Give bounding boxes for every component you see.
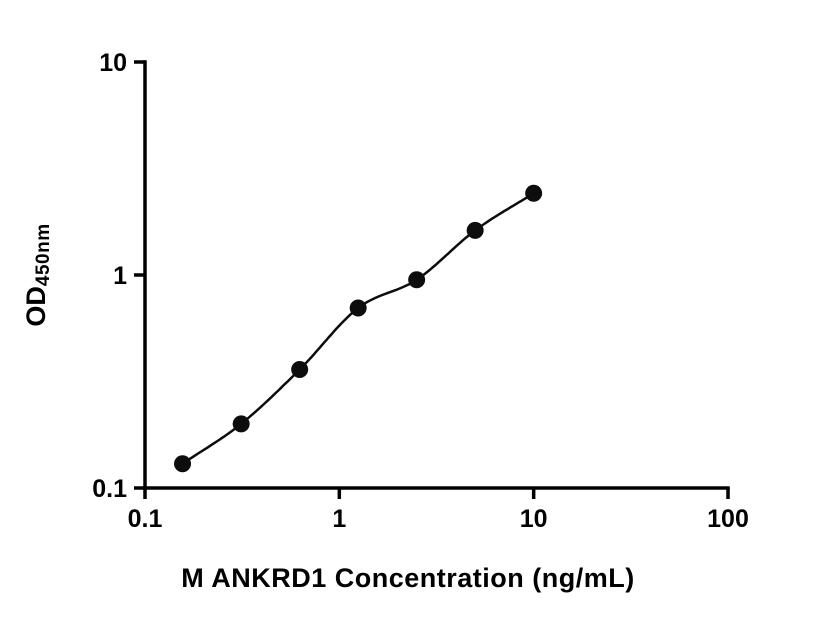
x-axis-tick-label: 100 <box>707 505 749 533</box>
data-point <box>291 361 309 379</box>
x-axis-tick-label: 1 <box>332 505 346 533</box>
data-point <box>174 455 192 473</box>
x-axis-tick-label: 0.1 <box>128 505 163 533</box>
data-point <box>466 221 484 239</box>
y-axis-tick-label: 10 <box>99 49 127 77</box>
data-point <box>408 271 426 289</box>
y-axis-tick-label: 0.1 <box>92 475 127 503</box>
data-point <box>232 415 250 433</box>
x-axis-tick-label: 10 <box>520 505 548 533</box>
data-point <box>525 184 543 202</box>
y-axis-title-main: OD <box>21 286 51 327</box>
x-axis-title: M ANKRD1 Concentration (ng/mL) <box>181 563 635 593</box>
y-axis-title-subscript: 450nm <box>33 223 54 287</box>
y-axis-tick-label: 1 <box>113 262 127 290</box>
data-point <box>349 299 367 317</box>
y-axis-title: OD450nm <box>21 175 55 375</box>
